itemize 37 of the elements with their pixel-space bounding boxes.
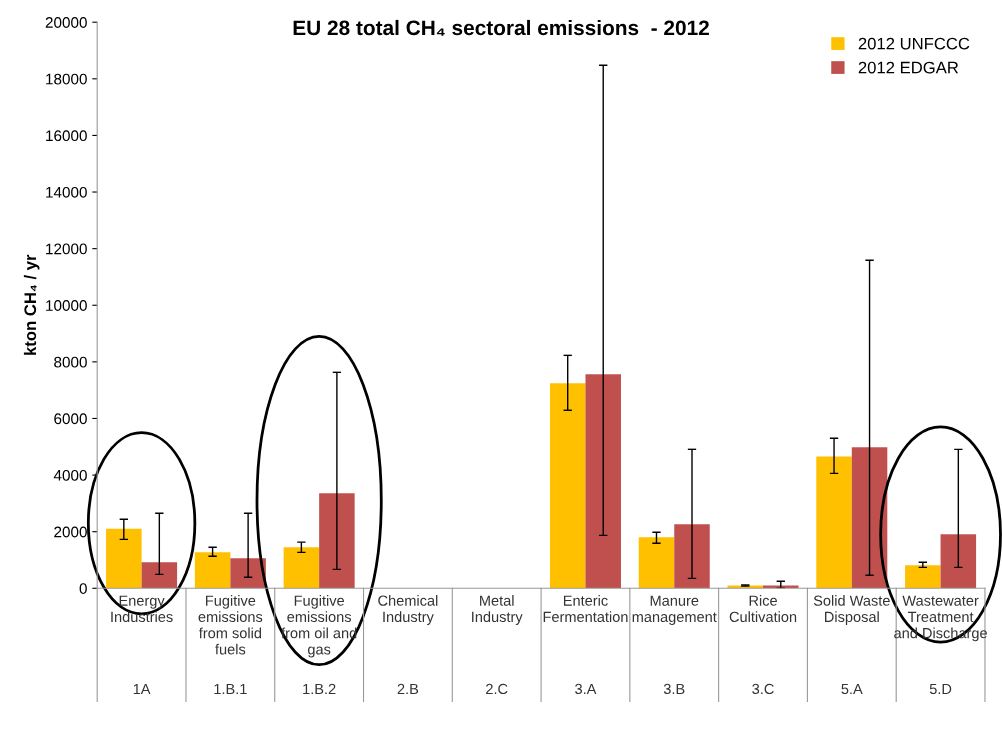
y-tick-label: 12000 [46, 243, 87, 255]
bar [763, 585, 799, 589]
y-tick-label: 2000 [54, 526, 87, 538]
bar [141, 562, 178, 589]
legend-label: 2012 EDGAR [858, 61, 959, 74]
y-tick-label: 4000 [53, 469, 87, 481]
bar [106, 528, 142, 589]
y-axis-title: kton CH₄ / yr [23, 254, 40, 355]
y-tick-label: 8000 [54, 356, 87, 368]
y-tick-label: 14000 [46, 186, 87, 198]
bar [585, 374, 621, 589]
category-label: Rice Cultivation 3.C [729, 595, 797, 695]
bar [940, 534, 977, 589]
category-label: Fugitive emissions from solid fuels 1.B.1 [198, 595, 263, 694]
bar [851, 447, 888, 589]
bar [638, 537, 675, 589]
category-label: Metal Industry 2.C [472, 595, 523, 695]
bar [674, 524, 710, 589]
y-tick-label: 18000 [46, 73, 87, 85]
category-label: Solid Waste Disposal 5.A [813, 595, 890, 695]
y-tick-label: 6000 [54, 413, 87, 425]
y-tick-label: 16000 [46, 130, 87, 142]
y-tick-label: 10000 [46, 300, 87, 311]
y-tick-label: 20000 [45, 17, 87, 28]
y-tick-label: 0 [79, 583, 87, 594]
bar [283, 547, 320, 589]
legend-label: 2012 UNFCCC [858, 37, 970, 50]
bar [549, 383, 586, 589]
bar [194, 552, 231, 589]
category-label: Manure management 3.B [632, 595, 717, 695]
bar [319, 493, 355, 589]
category-label: Enteric Fermentation 3.A [543, 595, 628, 695]
category-label: Energy Industries 1A [111, 595, 173, 694]
chart-title: EU 28 total CH₄ sectoral emissions - 2012 [293, 19, 709, 36]
category-label: Chemical Industry 2.B [378, 595, 438, 694]
bar [816, 456, 852, 589]
bar [905, 565, 941, 589]
